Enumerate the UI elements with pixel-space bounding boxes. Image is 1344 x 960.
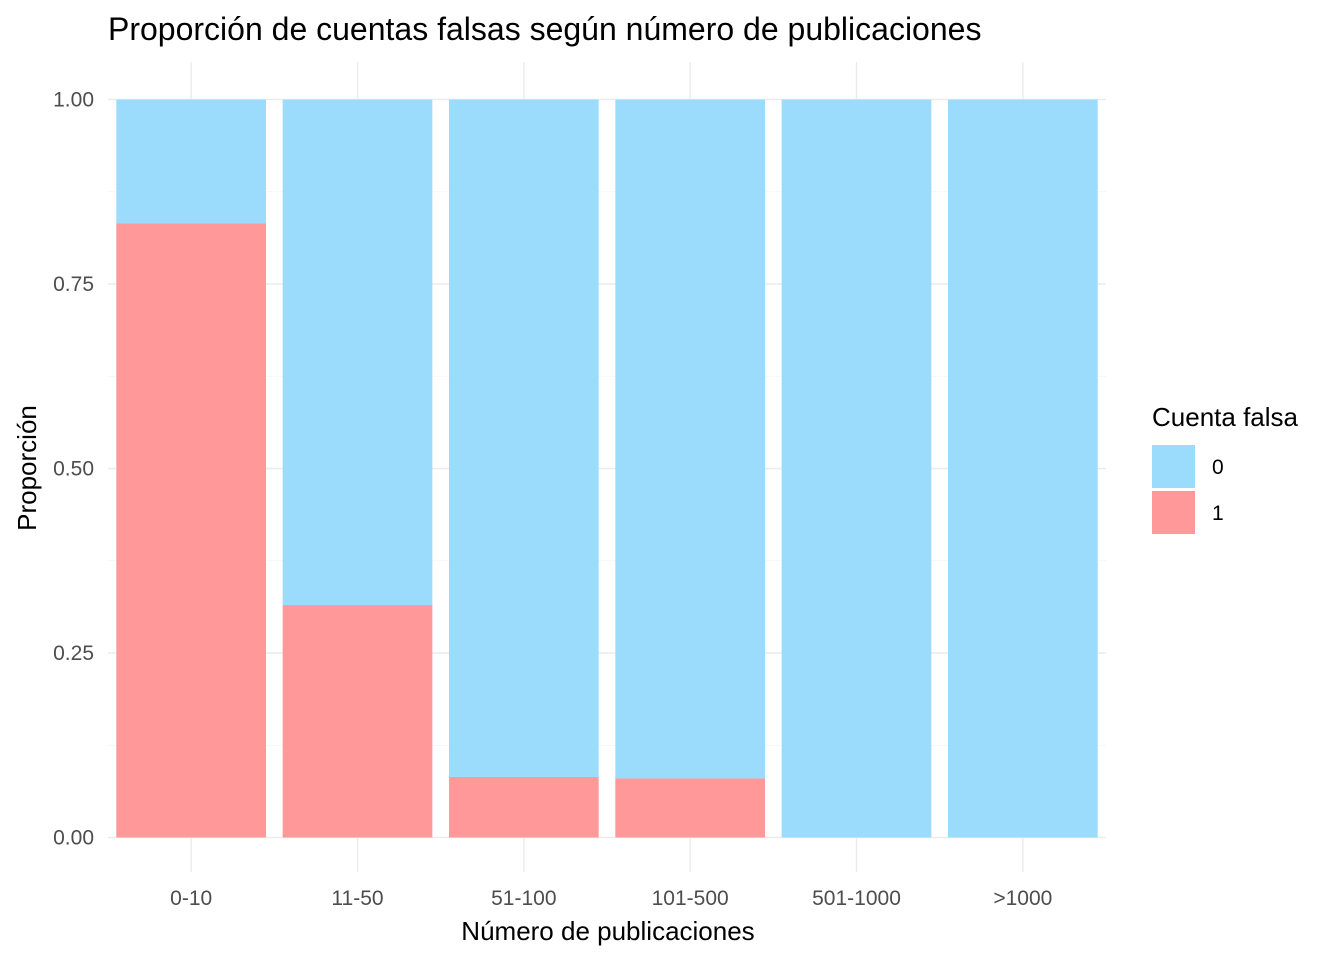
legend-label-0: 0 <box>1212 456 1224 479</box>
bars <box>116 99 1098 838</box>
legend-key-1 <box>1152 491 1195 534</box>
bar-51-100-series-1 <box>448 776 599 838</box>
y-tick-label: 0.75 <box>53 273 94 296</box>
x-tick-label: 501-1000 <box>812 887 901 910</box>
x-axis-ticks: 0-10 11-50 51-100 101-500 501-1000 >1000 <box>170 887 1052 910</box>
bar-51-100-series-0 <box>448 99 599 777</box>
legend-key-0 <box>1152 445 1195 488</box>
legend: Cuenta falsa 0 1 <box>1152 402 1299 534</box>
x-tick-label: 101-500 <box>652 887 729 910</box>
y-axis-ticks: 0.00 0.25 0.50 0.75 1.00 <box>53 89 94 850</box>
y-tick-label: 0.25 <box>53 642 94 665</box>
legend-title: Cuenta falsa <box>1152 402 1299 432</box>
x-tick-label: >1000 <box>993 887 1052 910</box>
x-tick-label: 11-50 <box>331 887 383 910</box>
y-axis-title: Proporción <box>12 405 42 531</box>
x-tick-label: 51-100 <box>491 887 556 910</box>
bar-0-10-series-0 <box>116 99 267 224</box>
bar-11-50-series-1 <box>282 605 433 838</box>
bar-0-10-series-1 <box>116 223 267 838</box>
bar-11-50-series-0 <box>282 99 433 606</box>
y-tick-label: 1.00 <box>53 89 94 112</box>
bar-501-1000-series-0 <box>781 99 932 838</box>
chart-title: Proporción de cuentas falsas según númer… <box>108 11 981 47</box>
x-axis-title: Número de publicaciones <box>461 916 754 946</box>
legend-label-1: 1 <box>1212 502 1224 525</box>
bar->1000-series-0 <box>947 99 1098 838</box>
y-tick-label: 0.50 <box>53 458 94 481</box>
bar-101-500-series-0 <box>615 99 766 779</box>
bar-101-500-series-1 <box>615 778 766 838</box>
y-tick-label: 0.00 <box>53 827 94 850</box>
x-tick-label: 0-10 <box>170 887 212 910</box>
